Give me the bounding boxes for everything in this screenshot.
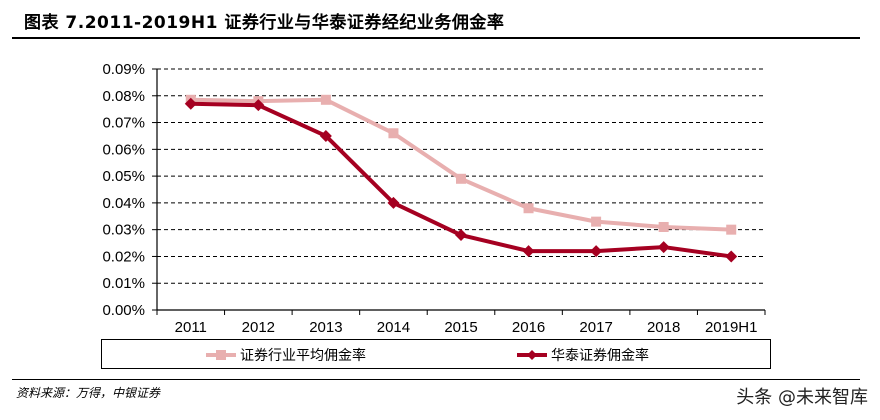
footer-divider: [12, 379, 860, 380]
diamond-marker-icon: [455, 229, 467, 242]
x-tick-label: 2014: [377, 319, 410, 336]
y-tick-label: 0.01%: [102, 275, 145, 292]
series-line: [184, 97, 738, 263]
diamond-marker-icon: [184, 97, 197, 110]
y-tick-label: 0.08%: [102, 88, 145, 105]
data-series: [184, 94, 738, 263]
y-axis-labels: 0.00% 0.01% 0.02% 0.03% 0.04% 0.05% 0.06% 0.07%…: [102, 61, 145, 319]
legend-item-industry-average: 证券行业平均佣金率: [206, 345, 366, 365]
y-tick-label: 0.07%: [102, 115, 145, 132]
y-tick-label: 0.02%: [102, 248, 145, 265]
y-tick-label: 0.04%: [102, 195, 145, 212]
axes: [152, 68, 766, 315]
legend: 证券行业平均佣金率 华泰证券佣金率: [101, 339, 771, 369]
watermark: 头条 @未来智库: [736, 387, 868, 408]
square-marker-icon: [456, 173, 466, 184]
diamond-marker-icon: [657, 241, 670, 254]
y-tick-label: 0.05%: [102, 168, 145, 185]
diamond-marker-icon: [522, 245, 535, 258]
x-tick-label: 2012: [242, 319, 275, 336]
x-tick-label: 2011: [175, 319, 207, 336]
square-marker-icon: [658, 221, 669, 232]
y-tick-label: 0.00%: [102, 302, 145, 319]
source-note: 资料来源：万得，中银证券: [16, 386, 161, 400]
square-marker-icon: [206, 347, 236, 363]
diamond-marker-icon: [517, 347, 547, 363]
chart-title: 图表 7.2011-2019H1 证券行业与华泰证券经纪业务佣金率: [24, 13, 505, 33]
square-marker-icon: [591, 216, 602, 227]
diamond-marker-icon: [387, 196, 400, 209]
y-tick-label: 0.03%: [102, 222, 145, 239]
x-tick-label: 2015: [444, 319, 477, 336]
y-tick-label: 0.09%: [102, 61, 145, 78]
x-axis-labels: 2011 2012 2013 2014 2015 2016 2017 2018 2019H1: [175, 319, 758, 336]
square-marker-icon: [388, 128, 399, 139]
x-tick-label: 2013: [309, 319, 342, 336]
x-tick-label: 2016: [512, 319, 545, 336]
legend-label: 证券行业平均佣金率: [240, 348, 366, 364]
legend-label: 华泰证券佣金率: [551, 348, 649, 364]
square-marker-icon: [523, 203, 534, 214]
y-tick-label: 0.06%: [102, 141, 145, 158]
x-tick-label: 2019H1: [705, 319, 758, 336]
diamond-marker-icon: [725, 250, 738, 263]
line-path: [190, 97, 732, 232]
x-tick-label: 2018: [647, 319, 680, 336]
diamond-marker-icon: [319, 129, 332, 142]
square-marker-icon: [726, 224, 737, 235]
square-marker-icon: [320, 94, 331, 105]
series-line: [185, 94, 737, 235]
line-chart: 0.00% 0.01% 0.02% 0.03% 0.04% 0.05% 0.06% 0.07%…: [102, 61, 766, 336]
title-divider: [12, 37, 860, 39]
diamond-marker-icon: [590, 245, 603, 258]
legend-item-huatai: 华泰证券佣金率: [517, 345, 649, 365]
diamond-marker-icon: [252, 99, 265, 112]
x-tick-label: 2017: [579, 319, 612, 336]
